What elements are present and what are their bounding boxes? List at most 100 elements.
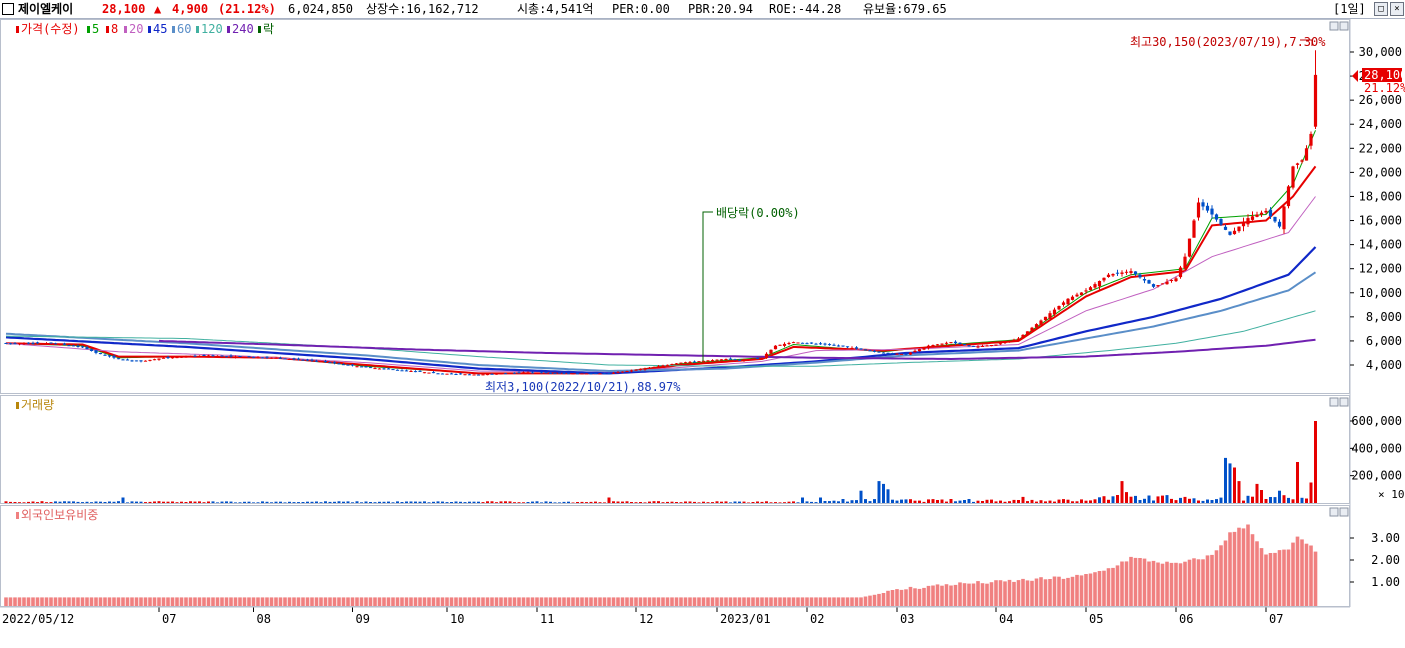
foreign-bar [346,597,350,606]
foreign-bar [13,597,17,606]
candle [53,342,58,345]
foreign-bar [404,597,409,606]
candle [395,369,400,371]
date-tick-label: 02 [810,612,824,626]
volume-bar [1215,499,1218,503]
close-button[interactable]: × [1390,2,1404,16]
foreign-bar [1043,579,1048,606]
foreign-bar [593,597,598,606]
volume-bar [994,501,998,503]
foreign-bar [427,597,431,606]
candle [769,349,773,354]
volume-bar [175,502,179,503]
volume-bar [1237,481,1241,503]
volume-bar [121,497,125,503]
volume-bar [603,502,606,503]
candle [409,370,413,372]
volume-bar [139,501,143,503]
foreign-bar [431,597,436,606]
foreign-bar [1286,549,1291,606]
foreign-bar [850,597,854,606]
candle [620,371,625,373]
foreign-bar [1012,581,1016,606]
candle [1066,298,1070,306]
volume-panel-close-button[interactable] [1339,397,1349,407]
volume-bar [405,501,408,503]
foreign-bar [1282,549,1286,606]
candle [139,360,143,363]
date-tick-label: 12 [639,612,653,626]
price-panel-close-button[interactable] [1339,21,1349,31]
volume-bar [1057,499,1061,503]
candle [647,367,652,369]
candle [427,372,431,374]
foreign-bar [998,580,1003,606]
candle [296,357,301,361]
candle [535,372,539,374]
volume-bar [913,500,917,503]
period-selector[interactable]: [1일] [1333,2,1366,16]
foreign-bar [562,597,566,606]
volume-bar [454,501,458,503]
candle [134,360,139,362]
volume-bar [670,501,674,503]
foreign-bar [265,597,269,606]
price-tick-label: 24,000 [1359,117,1402,131]
maximize-button[interactable]: □ [1374,2,1388,16]
volume-bar [904,499,908,503]
foreign-bar [688,597,692,606]
volume-panel-min-button[interactable] [1329,397,1339,407]
candle [629,369,634,373]
candle [904,353,908,356]
foreign-bar [508,597,512,606]
foreign-bar [787,597,791,606]
volume-bar [238,502,242,503]
candle [827,343,832,346]
last-price-box [1362,68,1402,82]
candle [265,356,269,359]
volume-bar [9,501,12,503]
foreign-bar [35,597,40,606]
foreign-bar [485,597,490,606]
volume-bar [891,499,894,503]
candle [674,363,679,365]
candle [616,371,620,374]
foreign-bar [823,597,827,606]
candle [260,357,265,359]
foreign-bar [247,597,251,606]
foreign-bar [571,597,575,606]
candle [1070,295,1075,301]
price-legend: 가격(수정) 5 8 20 45 60 120 240 락 [16,22,274,36]
volume-bar [733,501,737,503]
candle [683,361,688,364]
volume-bar [1260,490,1263,503]
candle [445,373,449,375]
price-tick-label: 20,000 [1359,165,1402,179]
volume-bar [247,501,251,503]
candle [1246,214,1250,227]
candle [665,364,670,366]
volume-bar [909,499,912,503]
candle [917,348,922,352]
foreign-bar [143,597,148,606]
foreign-panel-min-button[interactable] [1329,507,1339,517]
candle [1129,268,1133,276]
volume-bar [1125,492,1128,503]
foreign-bar [134,597,139,606]
volume-bar [931,499,935,503]
foreign-bar [1277,550,1282,606]
volume-bar [810,501,813,503]
volume-bar [171,501,174,503]
candle [143,360,148,362]
foreign-bar [985,583,989,606]
volume-bar [927,499,930,503]
volume-bar [648,501,651,503]
select-checkbox[interactable] [2,3,14,15]
foreign-bar [301,597,305,606]
foreign-bar [1088,573,1093,606]
foreign-bar [1291,542,1295,606]
volume-bar [819,497,822,503]
price-panel-min-button[interactable] [1329,21,1339,31]
foreign-panel-close-button[interactable] [1339,507,1349,517]
foreign-bar [895,589,899,606]
